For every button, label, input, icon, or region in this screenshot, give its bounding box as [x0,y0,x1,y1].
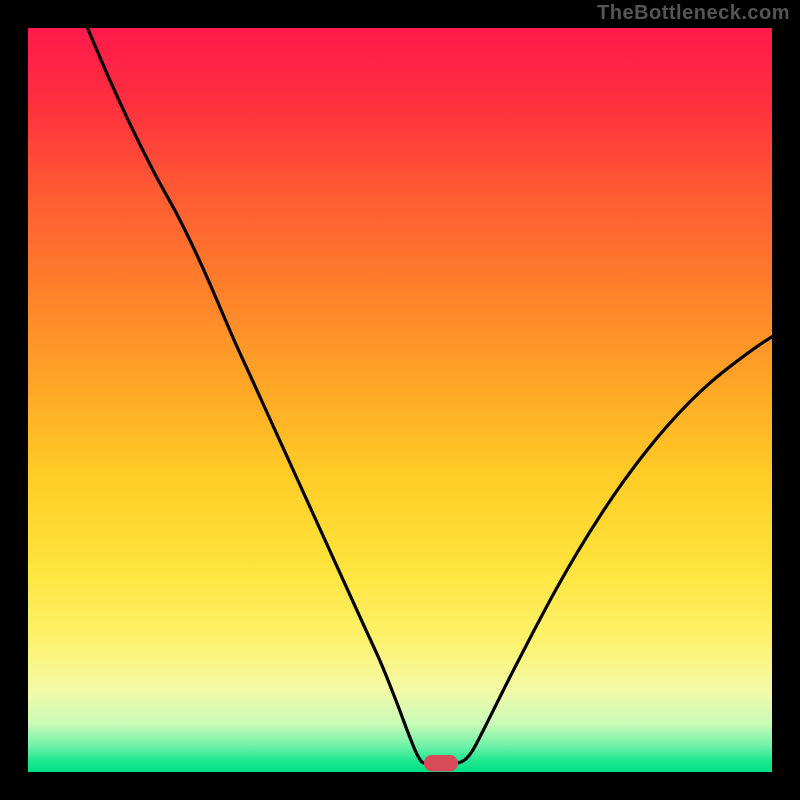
plot-area [28,28,772,772]
chart-background [28,28,772,772]
watermark-text: TheBottleneck.com [597,2,790,25]
bottleneck-chart [28,28,772,772]
optimal-marker [424,755,458,771]
figure-container: TheBottleneck.com [0,0,800,800]
